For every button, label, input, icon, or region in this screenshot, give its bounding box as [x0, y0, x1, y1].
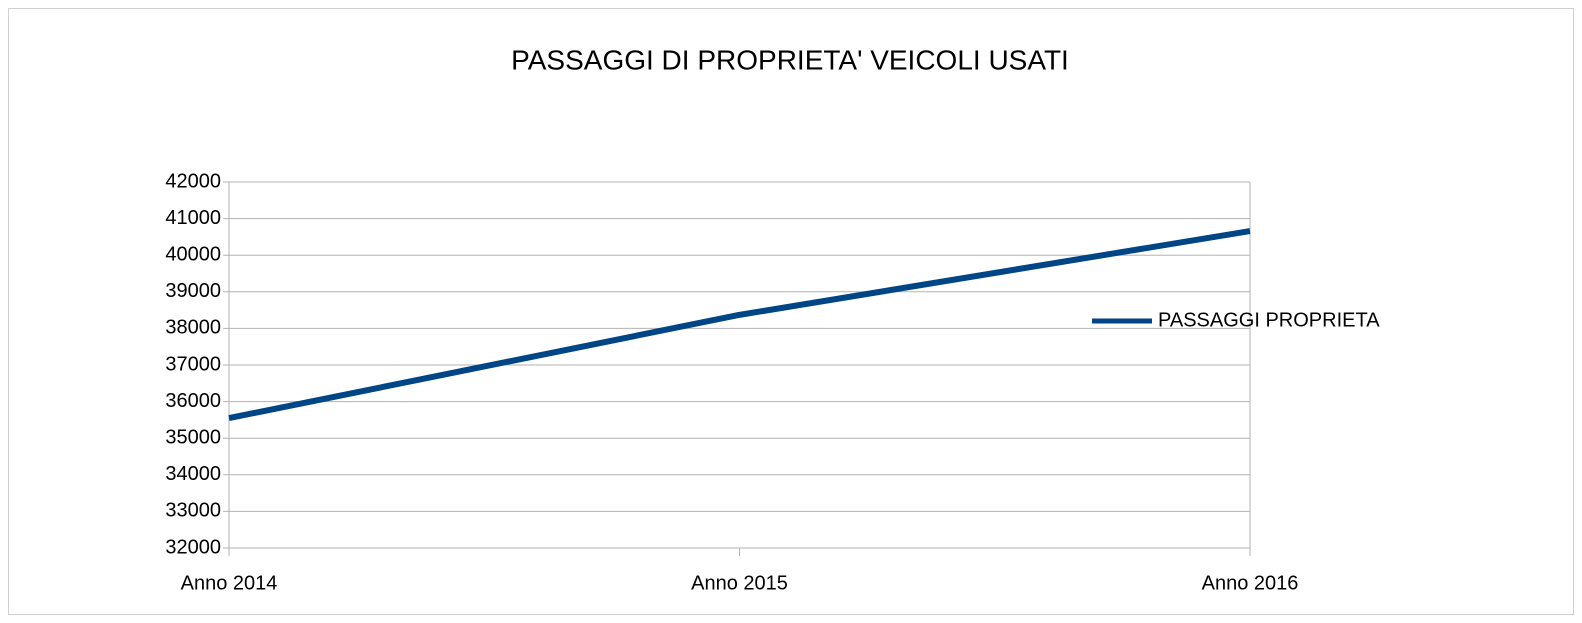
- x-tick-label: Anno 2014: [181, 572, 278, 594]
- x-tick-label: Anno 2016: [1202, 572, 1299, 594]
- line-series: [228, 228, 1251, 422]
- y-tick-label: 35000: [165, 426, 221, 448]
- y-tick-label: 37000: [165, 353, 221, 375]
- y-tick-label: 39000: [165, 280, 221, 302]
- y-tick-label: 33000: [165, 500, 221, 522]
- x-tick-label: Anno 2015: [691, 572, 788, 594]
- y-tick-label: 41000: [165, 207, 221, 229]
- chart-title: PASSAGGI DI PROPRIETA' VEICOLI USATI: [511, 44, 1069, 75]
- y-tick-label: 38000: [165, 317, 221, 339]
- y-tick-label: 42000: [165, 170, 221, 192]
- y-tick-label: 32000: [165, 536, 221, 558]
- y-tick-label: 34000: [165, 463, 221, 485]
- y-tick-label: 36000: [165, 390, 221, 412]
- y-tick-label: 40000: [165, 243, 221, 265]
- chart-border: [8, 8, 1574, 615]
- legend-label: PASSAGGI PROPRIETA: [1158, 309, 1380, 331]
